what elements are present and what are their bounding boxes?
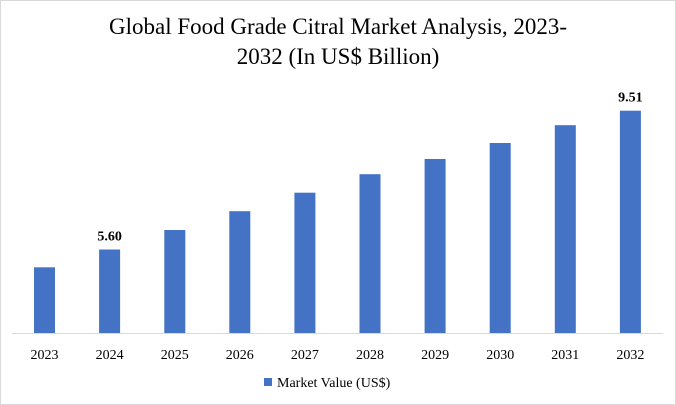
x-tick-label-2024: 2024 [96,348,124,363]
chart-title-line-2: 2032 (In US$ Billion) [236,44,440,69]
x-tick-label-2031: 2031 [551,348,579,363]
chart-title-line-1: Global Food Grade Citral Market Analysis… [108,14,567,39]
x-tick-label-2025: 2025 [161,348,189,363]
bar-2025 [164,230,186,333]
x-tick-label-2026: 2026 [226,348,254,363]
legend: Market Value (US$) [264,376,391,391]
bar-2026 [229,211,251,333]
x-axis-ticks: 2023 2024 2025 2026 2027 2028 2029 2030 2031 2032 [31,348,645,363]
bar-2023 [34,267,55,333]
bar-2028 [359,174,381,333]
x-tick-label-2028: 2028 [356,348,384,363]
bar-2027 [294,192,316,333]
x-tick-label-2027: 2027 [291,348,319,363]
bar-2031 [554,125,576,333]
legend-label-market-value: Market Value (US$) [277,376,391,391]
data-label-2032: 9.51 [618,91,643,106]
data-labels: 5.60 9.51 [97,91,642,245]
bar-2030 [489,143,511,333]
x-tick-label-2023: 2023 [31,348,59,363]
x-tick-label-2032: 2032 [616,348,644,363]
chart-title: Global Food Grade Citral Market Analysis… [0,12,676,72]
bar-2029 [424,159,446,333]
x-tick-label-2030: 2030 [486,348,514,363]
bar-2032 [619,110,641,333]
legend-swatch-market-value [264,378,272,386]
x-tick-label-2029: 2029 [421,348,449,363]
bar-2024 [99,249,121,333]
data-label-2024: 5.60 [97,230,122,245]
bars-layer [34,110,641,333]
